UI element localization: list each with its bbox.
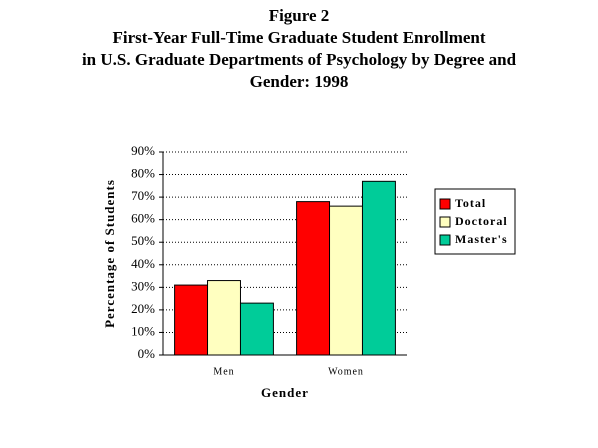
legend-label: Total: [455, 196, 486, 210]
y-tick-label: 70%: [131, 188, 155, 203]
y-tick-label: 80%: [131, 166, 155, 181]
y-tick-label: 20%: [131, 301, 155, 316]
bar: [296, 201, 331, 356]
y-tick-label: 50%: [131, 233, 155, 248]
legend-label: Master's: [455, 232, 508, 246]
y-tick-label: 60%: [131, 211, 155, 226]
bar: [239, 302, 274, 356]
legend-swatch: [439, 198, 451, 210]
bar: [207, 280, 241, 356]
y-axis-label: Percentage of Students: [102, 179, 117, 328]
y-tick-label: 30%: [131, 278, 155, 293]
y-tick-label: 40%: [131, 256, 155, 271]
y-tick-label: 90%: [131, 143, 155, 158]
chart-title: in U.S. Graduate Departments of Psycholo…: [82, 50, 517, 69]
y-tick-label: 0%: [138, 346, 156, 361]
chart-title: Gender: 1998: [250, 72, 349, 91]
legend-swatch: [439, 216, 451, 228]
legend-label: Doctoral: [455, 214, 508, 228]
bar: [361, 180, 396, 356]
chart-title: First-Year Full-Time Graduate Student En…: [112, 28, 485, 47]
chart-title: Figure 2: [269, 6, 330, 25]
x-axis-label: Gender: [261, 385, 309, 400]
x-tick-label: Men: [213, 366, 234, 377]
x-tick-label: Women: [328, 366, 364, 377]
legend-swatch: [439, 234, 451, 246]
bar: [174, 284, 209, 356]
y-tick-label: 10%: [131, 323, 155, 338]
bar: [329, 205, 363, 356]
